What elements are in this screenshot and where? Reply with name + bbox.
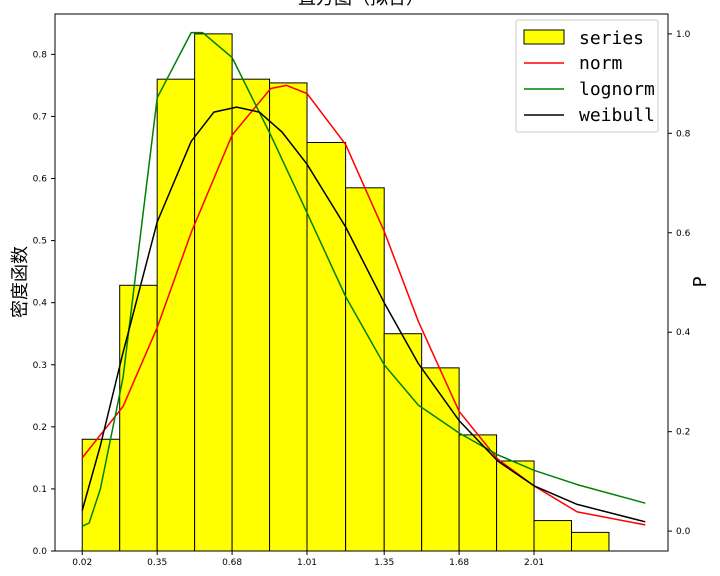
legend-swatch-series	[523, 29, 565, 45]
y-axis-right: 0.0 0.2 0.4 0.6 0.8 1.0	[668, 30, 691, 537]
legend-label-lognorm: lognorm	[579, 79, 655, 100]
y2-axis-label: P	[690, 276, 711, 287]
x-tick-label: 0.68	[222, 558, 242, 568]
legend-box	[515, 19, 659, 133]
chart-title: 直方图（拟合）	[298, 0, 424, 9]
y-tick-label: 0.1	[33, 485, 47, 495]
histogram-bars	[81, 33, 610, 552]
histogram-bar	[458, 434, 498, 552]
curve-weibull	[81, 106, 646, 523]
y-tick-label: 0.5	[33, 237, 47, 247]
histogram-bar	[345, 187, 385, 552]
x-tick-label: 1.68	[449, 558, 469, 568]
plot-frame	[54, 13, 669, 552]
histogram-bar	[156, 78, 196, 552]
y-axis-label: 密度函数	[10, 246, 31, 318]
x-tick-label: 0.35	[147, 558, 167, 568]
y-tick-label: 0.3	[33, 361, 47, 371]
y2-tick-label: 0.4	[676, 328, 691, 338]
histogram-bar	[194, 33, 233, 552]
histogram-bar	[306, 142, 347, 552]
x-axis: 0.02 0.35 0.68 1.01 1.35 1.68 2.01	[72, 551, 544, 568]
fit-curves	[81, 31, 646, 527]
histogram-bar	[496, 460, 535, 552]
histogram-bar	[269, 82, 308, 552]
legend: series norm lognorm weibull	[515, 19, 659, 133]
legend-label-weibull: weibull	[579, 105, 655, 126]
y-tick-label: 0.7	[33, 112, 47, 122]
y2-tick-label: 1.0	[676, 30, 691, 40]
y-tick-label: 0.8	[33, 50, 48, 60]
y-tick-label: 0.6	[33, 175, 48, 185]
x-tick-label: 1.01	[297, 558, 317, 568]
y-tick-label: 0.2	[33, 423, 47, 433]
curve-norm	[81, 84, 646, 526]
y-tick-label: 0.4	[33, 299, 48, 309]
y2-tick-label: 0.8	[676, 129, 691, 139]
histogram-bar	[533, 520, 573, 552]
histogram-bar	[383, 333, 423, 552]
y-tick-label: 0.0	[33, 547, 48, 557]
x-tick-label: 0.02	[72, 558, 92, 568]
histogram-bar	[231, 78, 271, 552]
curve-lognorm	[81, 31, 646, 527]
y2-tick-label: 0.0	[676, 527, 691, 537]
y2-tick-label: 0.2	[676, 428, 690, 438]
legend-label-norm: norm	[579, 53, 622, 74]
histogram-bar	[81, 438, 121, 552]
legend-label-series: series	[579, 28, 644, 49]
x-tick-label: 2.01	[524, 558, 544, 568]
x-tick-label: 1.35	[374, 558, 394, 568]
y-axis-left: 0.0 0.1 0.2 0.3 0.4 0.5 0.6 0.7 0.8	[33, 50, 55, 557]
histogram-bar	[571, 531, 610, 552]
y2-tick-label: 0.6	[676, 229, 691, 239]
histogram-bar	[119, 284, 158, 552]
